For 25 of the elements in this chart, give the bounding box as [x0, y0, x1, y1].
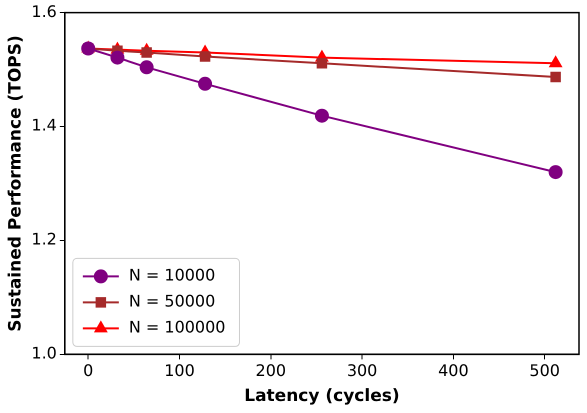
point — [550, 72, 561, 82]
x-axis-title: Latency (cycles) — [244, 386, 400, 406]
x-tick-label: 500 — [529, 361, 560, 380]
y-tick-label: 1.4 — [31, 116, 57, 135]
legend-label: N = 50000 — [128, 292, 216, 311]
x-tick-label: 200 — [256, 361, 286, 380]
x-tick-label: 0 — [83, 361, 94, 380]
point — [549, 56, 562, 68]
point — [200, 51, 210, 62]
legend-label: N = 100000 — [128, 318, 226, 337]
x-tick-label: 300 — [346, 361, 378, 380]
point — [548, 165, 563, 180]
point — [314, 108, 329, 123]
y-tick-label: 1.2 — [31, 230, 57, 249]
point — [140, 60, 154, 74]
legend-label: N = 10000 — [128, 266, 216, 285]
y-tick-label: 1.0 — [31, 344, 57, 363]
x-tick-label: 400 — [438, 361, 469, 380]
point — [198, 76, 212, 91]
point — [110, 50, 124, 65]
point — [141, 47, 152, 58]
x-tick-label: 100 — [164, 361, 195, 380]
point — [316, 58, 328, 69]
y-axis-title: Sustained Performance (TOPS) — [6, 35, 26, 332]
y-tick-label: 1.6 — [31, 2, 57, 21]
